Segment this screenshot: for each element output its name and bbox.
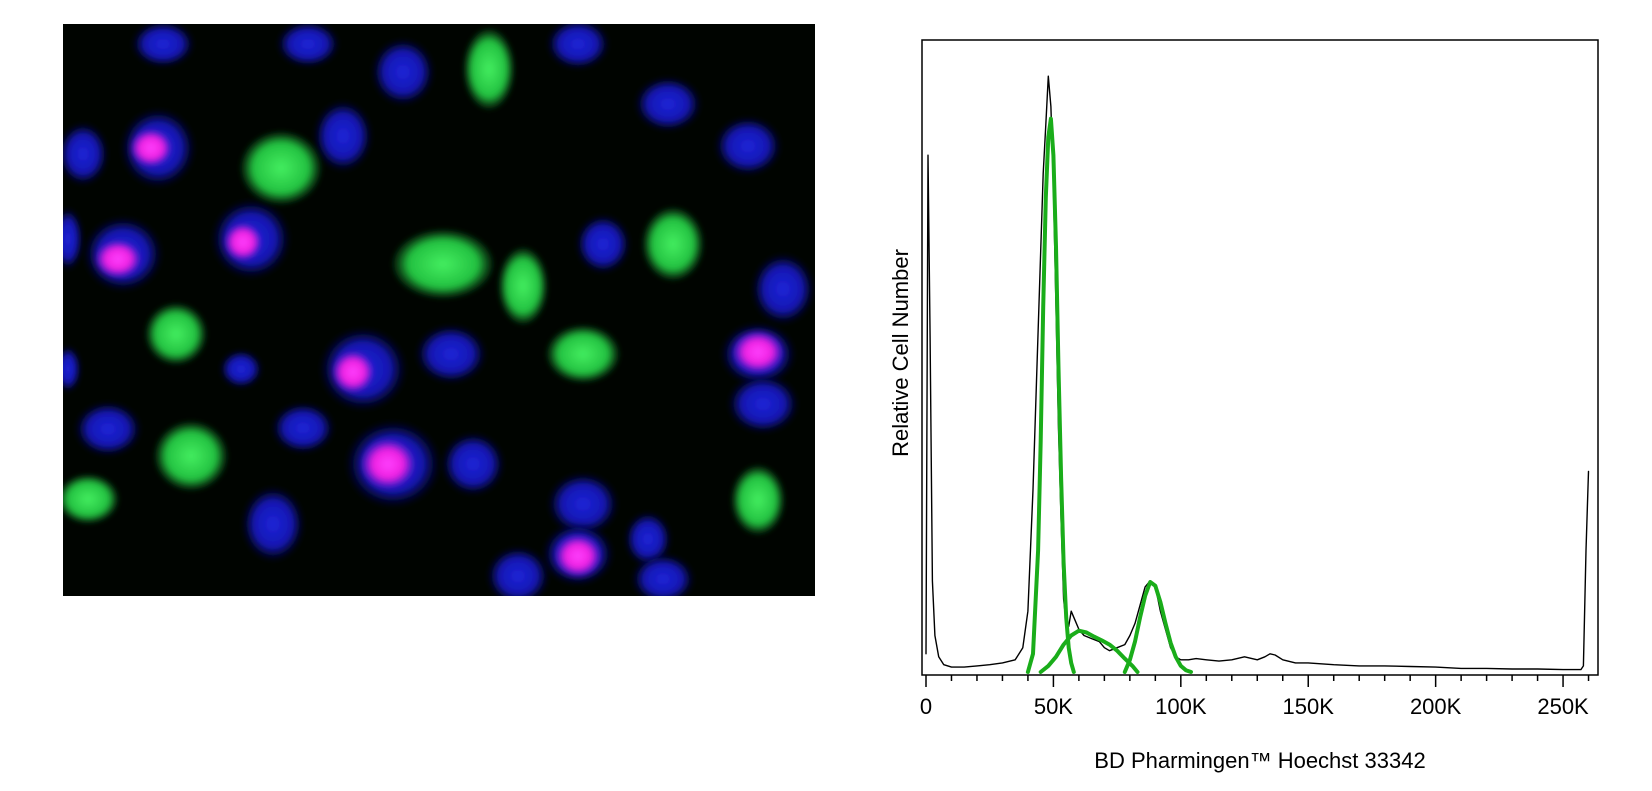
nucleus-blue <box>221 351 261 387</box>
nucleus-magenta <box>556 536 600 576</box>
nucleus-blue <box>417 326 485 382</box>
nucleus-magenta <box>225 224 261 260</box>
nucleus-magenta <box>96 241 140 277</box>
nucleus-green <box>547 326 619 382</box>
nucleus-blue <box>488 548 548 596</box>
micrograph-svg <box>63 24 813 596</box>
nucleus-blue <box>549 474 617 534</box>
nucleus-blue <box>716 118 780 174</box>
nucleus-blue <box>278 24 338 66</box>
nucleus-blue <box>63 124 107 184</box>
series-layer <box>925 75 1590 674</box>
nucleus-green <box>732 466 784 534</box>
nucleus-blue <box>633 555 693 596</box>
nucleus-magenta <box>362 440 414 488</box>
cell-cycle-histogram: 0 50K 100K 150K 200K 250K BD Pharmingen™ Hoec… <box>870 20 1652 791</box>
x-tick-label: 250K <box>1537 694 1589 719</box>
nucleus-blue <box>243 488 303 560</box>
nucleus-blue <box>315 102 371 170</box>
nucleus-blue <box>273 404 333 452</box>
nucleus-blue <box>548 24 608 68</box>
nucleus-blue <box>133 24 193 66</box>
nuclei-layer <box>63 24 813 596</box>
nucleus-green <box>63 475 118 523</box>
nucleus-blue <box>753 255 813 323</box>
y-axis-label: Relative Cell Number <box>888 249 913 457</box>
plot-frame <box>921 39 1599 676</box>
nucleus-magenta <box>131 130 171 166</box>
fluorescence-micrograph <box>63 24 815 596</box>
nucleus-blue <box>577 216 629 272</box>
x-tick-label: 50K <box>1034 694 1073 719</box>
nucleus-blue <box>626 513 670 565</box>
nucleus-blue <box>443 434 503 494</box>
nucleus-green <box>155 422 227 490</box>
nucleus-green <box>393 230 493 298</box>
nucleus-blue <box>63 347 80 391</box>
x-axis-label: BD Pharmingen™ Hoechst 33342 <box>1094 748 1425 773</box>
nucleus-green <box>499 248 547 324</box>
nucleus-blue <box>729 376 797 432</box>
fit-curve-g0-g1 <box>1025 116 1076 674</box>
x-tick-label: 150K <box>1283 694 1335 719</box>
histogram-line <box>925 75 1590 671</box>
x-tick-label: 200K <box>1410 694 1462 719</box>
nucleus-magenta <box>333 352 373 392</box>
nucleus-blue <box>63 209 82 269</box>
x-tick-label: 100K <box>1155 694 1207 719</box>
x-tick-label: 0 <box>920 694 932 719</box>
nucleus-magenta <box>734 332 782 372</box>
nucleus-green <box>146 304 206 364</box>
fit-curve-g2-m <box>1122 580 1193 674</box>
nucleus-green <box>643 208 703 280</box>
nucleus-blue <box>76 403 140 455</box>
histogram-chart-svg: 0 50K 100K 150K 200K 250K BD Pharmingen™ Hoec… <box>888 39 1599 773</box>
nucleus-green <box>241 132 321 204</box>
fit-curve-s <box>1038 628 1140 674</box>
nucleus-blue <box>636 78 700 130</box>
x-axis-ticks: 0 50K 100K 150K 200K 250K <box>920 675 1590 719</box>
nucleus-blue <box>373 40 433 104</box>
nucleus-green <box>464 29 514 109</box>
